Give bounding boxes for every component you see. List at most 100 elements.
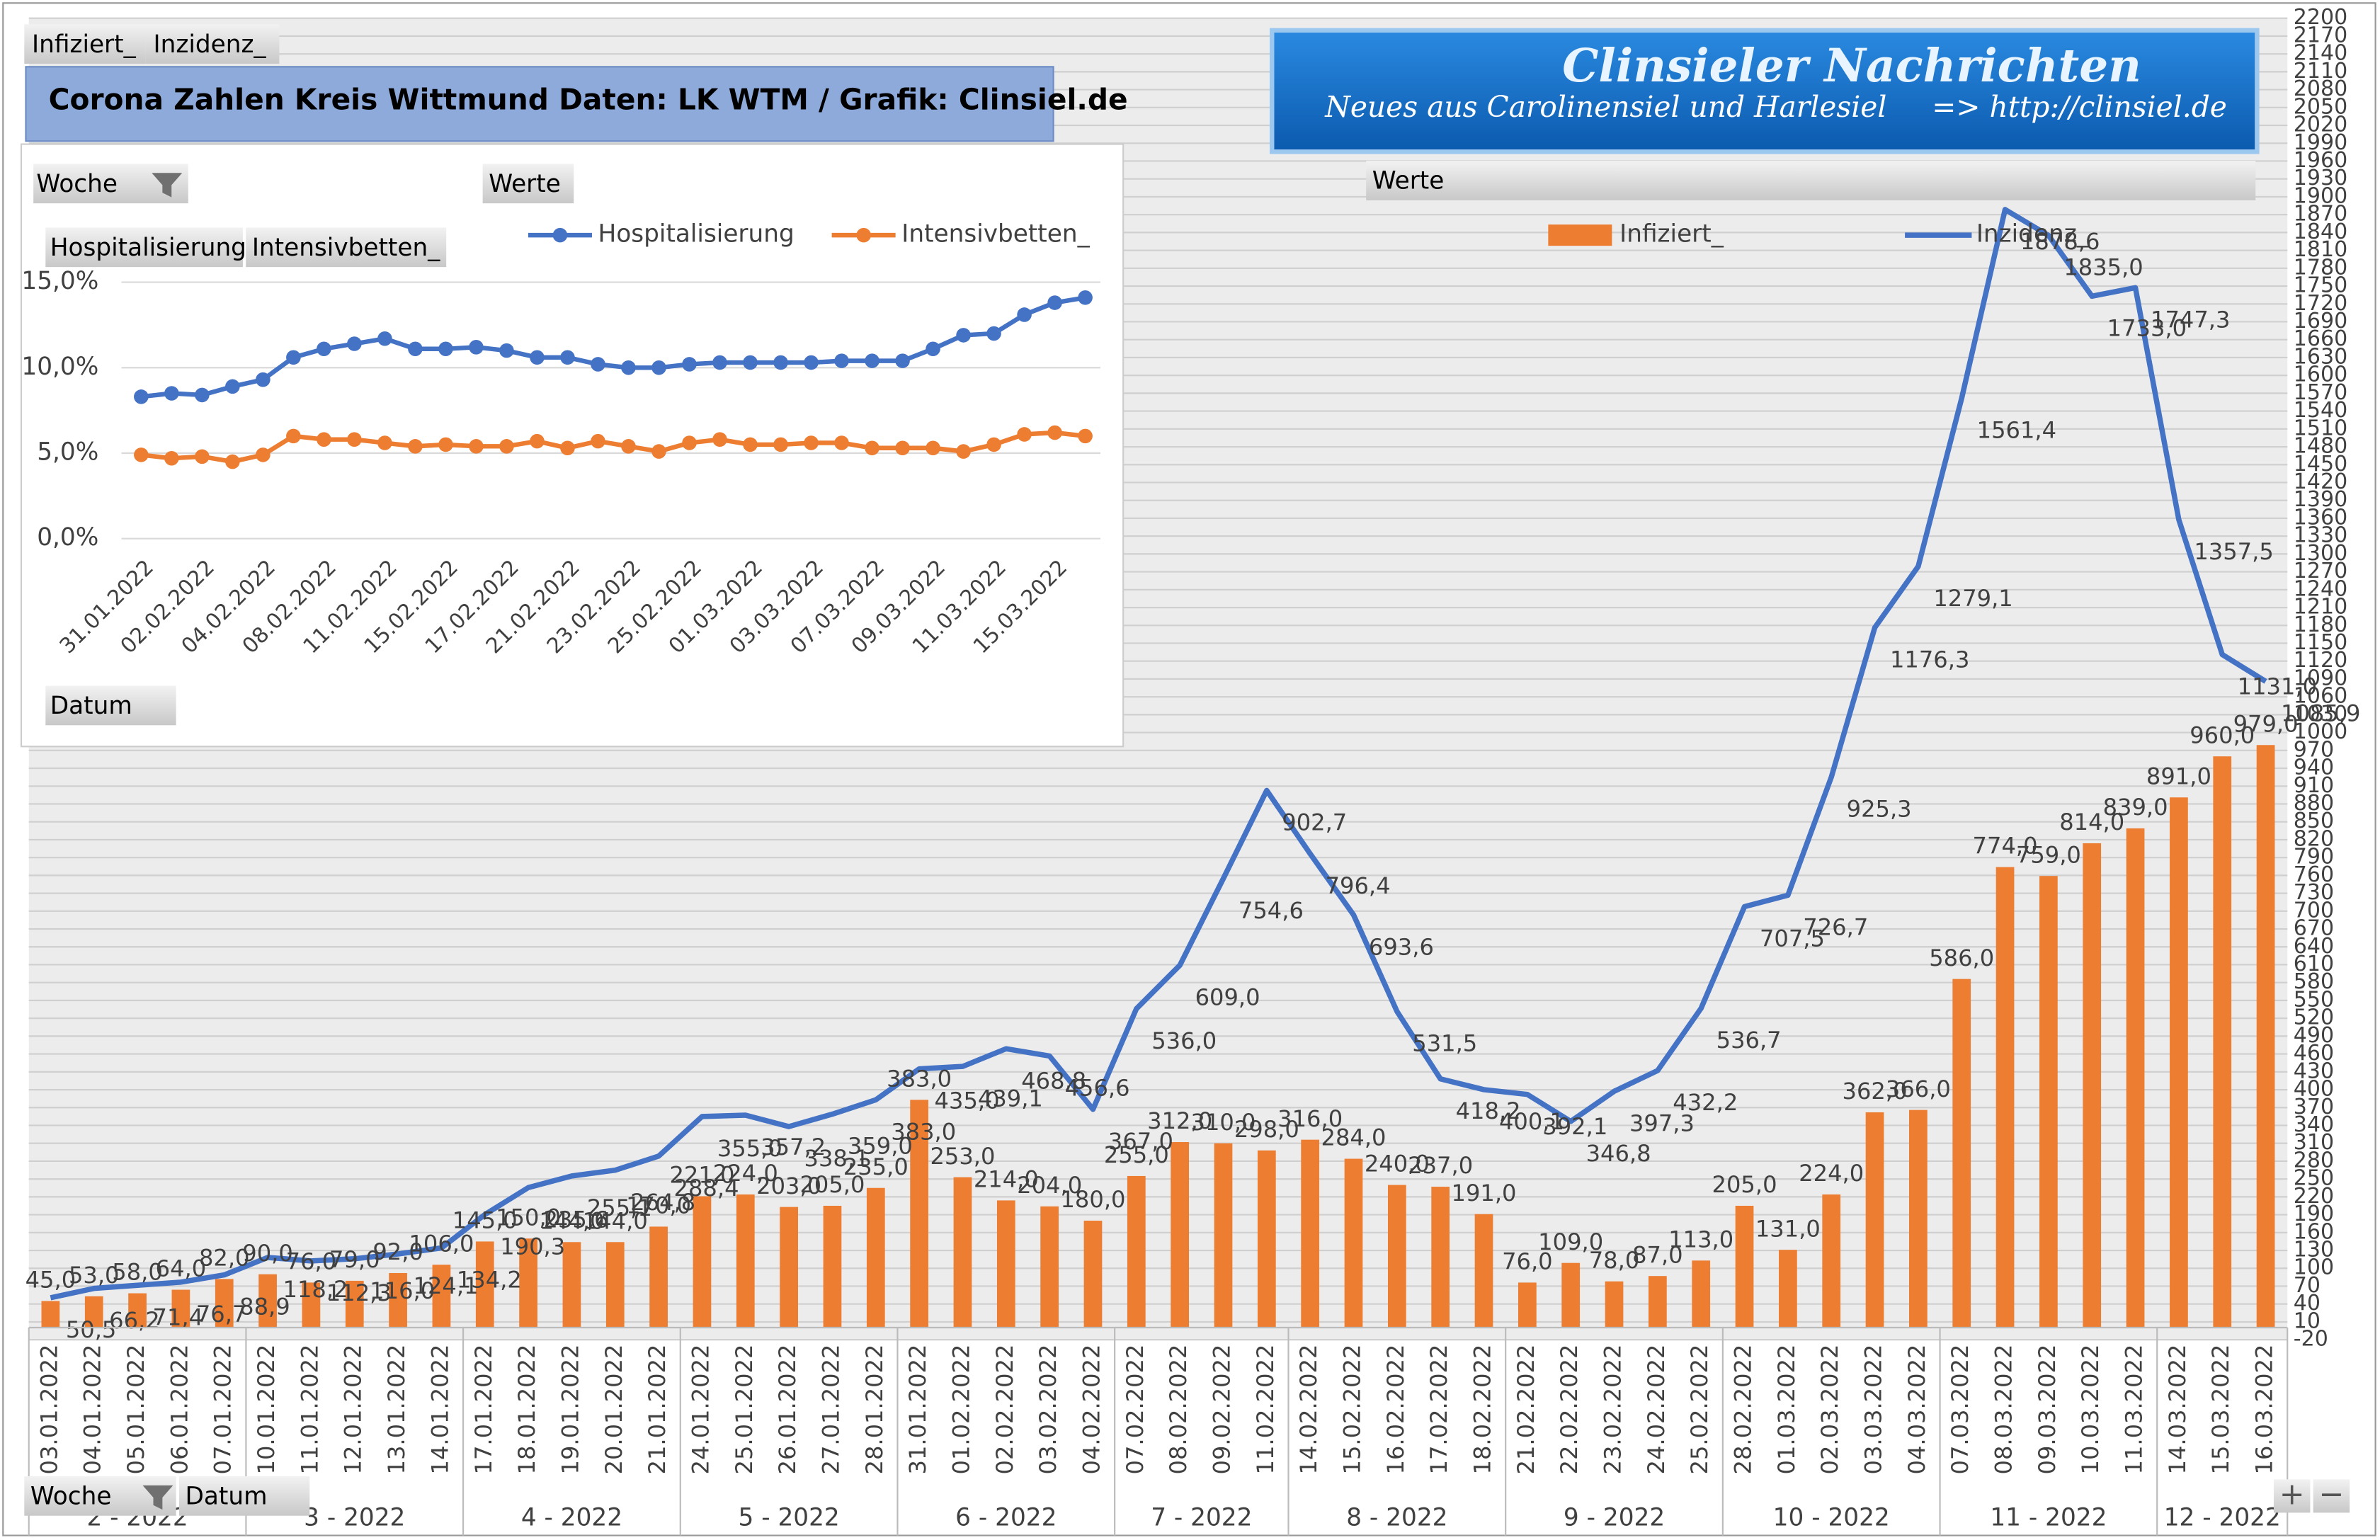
y-tick-label: 2080 (2294, 76, 2347, 101)
y-tick-label: 40 (2294, 1291, 2321, 1316)
date-field[interactable] (45, 685, 176, 726)
bar (1909, 1110, 1928, 1328)
marker (834, 435, 849, 450)
marker (286, 350, 301, 365)
x-tick-label: 07.03.2022 (1947, 1345, 1974, 1475)
values-field-label[interactable]: Werte (489, 170, 561, 198)
week-field-label[interactable]: Woche (36, 170, 118, 198)
marker (682, 357, 697, 372)
marker (712, 355, 727, 370)
line (50, 207, 2267, 1301)
series-field-label[interactable]: Intensivbetten_ (252, 234, 440, 262)
x-tick-label: 03.01.2022 (35, 1345, 62, 1475)
marker (682, 435, 697, 450)
data-label: 205,0 (799, 1171, 865, 1198)
bar (41, 1301, 60, 1328)
marker (317, 432, 331, 447)
bar (302, 1282, 321, 1328)
bar (1518, 1282, 1537, 1328)
data-label: 960,0 (2190, 721, 2255, 748)
data-label: 432,2 (1673, 1089, 1738, 1116)
x-tick-label: 01.02.2022 (947, 1345, 974, 1475)
data-label: 214,0 (974, 1166, 1039, 1193)
bar (84, 1296, 103, 1328)
week-field-label[interactable]: Woche (30, 1483, 112, 1511)
bar (258, 1274, 277, 1328)
bar (910, 1100, 928, 1328)
data-label: 839,0 (2103, 794, 2168, 821)
x-tick-label: 28.02.2022 (1730, 1345, 1757, 1475)
marker (865, 440, 879, 456)
date-field[interactable] (178, 1476, 310, 1516)
y-tick-label: 370 (2294, 1095, 2334, 1119)
x-tick-label: 11.02.2022 (1252, 1345, 1279, 1475)
data-label: 891,0 (2146, 763, 2211, 789)
data-label: 79,0 (329, 1246, 380, 1273)
values-field[interactable] (1366, 161, 2256, 200)
y-tick-label: 1630 (2294, 344, 2347, 369)
x-tick-label: 17.02.2022 (1425, 1345, 1452, 1475)
data-label: 1561,4 (1977, 417, 2056, 444)
y-tick-label: 1090 (2294, 666, 2347, 690)
marker (834, 353, 849, 368)
zoom-out-label[interactable]: − (2318, 1476, 2344, 1512)
bar (128, 1293, 147, 1328)
filter-button[interactable] (24, 24, 146, 64)
marker (530, 433, 545, 449)
y-tick-label: 1120 (2294, 648, 2347, 673)
marker (317, 341, 331, 357)
filter-icon[interactable] (142, 1485, 173, 1510)
date-field-label[interactable]: Datum (50, 692, 132, 720)
y-tick-label: 1480 (2294, 434, 2347, 459)
marker (712, 432, 727, 447)
filter-icon[interactable] (152, 173, 183, 198)
y-tick-label: 250 (2294, 1166, 2334, 1191)
data-label: 50,5 (66, 1316, 117, 1343)
filter-button-label[interactable]: Inzidenz_ (153, 30, 266, 59)
data-label: 87,0 (1632, 1241, 1683, 1268)
marker (865, 353, 879, 368)
y-tick-label: 340 (2294, 1112, 2334, 1137)
bar (215, 1279, 234, 1328)
week-field[interactable] (24, 1476, 176, 1516)
x-tick-label: 15.03.2022 (2207, 1345, 2234, 1475)
data-label: 362,0 (1843, 1078, 1908, 1105)
zoom-out-button[interactable] (2313, 1479, 2350, 1513)
marker (347, 336, 362, 351)
bar (2170, 797, 2188, 1328)
x-tick-label: 20.01.2022 (600, 1345, 627, 1475)
y-tick-label: 2200 (2294, 5, 2347, 30)
data-label: 693,6 (1369, 933, 1434, 960)
zoom-in-label[interactable]: + (2279, 1476, 2305, 1512)
zoom-in-button[interactable] (2273, 1479, 2311, 1513)
bar (1257, 1150, 1276, 1328)
bar (345, 1280, 364, 1328)
data-label: 112,3 (326, 1279, 392, 1306)
legend-swatch (1548, 224, 1612, 246)
series-field[interactable] (246, 227, 447, 268)
values-field[interactable] (482, 164, 574, 204)
x-tick-label: 13.01.2022 (383, 1345, 410, 1475)
y-tick-label: 0,0% (37, 523, 98, 552)
data-label: 64,0 (156, 1255, 207, 1282)
series-field[interactable] (45, 227, 243, 268)
series-field-label[interactable]: Hospitalisierung (50, 234, 246, 262)
y-tick-label: 2110 (2294, 59, 2347, 84)
data-label: 1131,0 (2238, 673, 2317, 700)
date-field-label[interactable]: Datum (186, 1483, 268, 1511)
data-label: 144,0 (539, 1207, 604, 1234)
data-label: 400,1 (1499, 1108, 1564, 1135)
filter-button-label[interactable]: Infiziert_ (32, 30, 137, 59)
values-field-label[interactable]: Werte (1372, 167, 1445, 195)
x-tick-label: 22.02.2022 (1556, 1345, 1583, 1475)
marker (956, 444, 971, 459)
data-label: 190,3 (500, 1233, 565, 1260)
y-tick-label: 640 (2294, 934, 2334, 959)
marker (530, 350, 545, 365)
filter-button[interactable] (145, 24, 280, 64)
y-tick-label: 15,0% (21, 267, 98, 295)
y-tick-label: 670 (2294, 916, 2334, 941)
data-label: 264,8 (630, 1189, 695, 1216)
banner-title: Clinsieler Nachrichten (1562, 40, 2141, 93)
data-label: 316,0 (1277, 1105, 1343, 1132)
